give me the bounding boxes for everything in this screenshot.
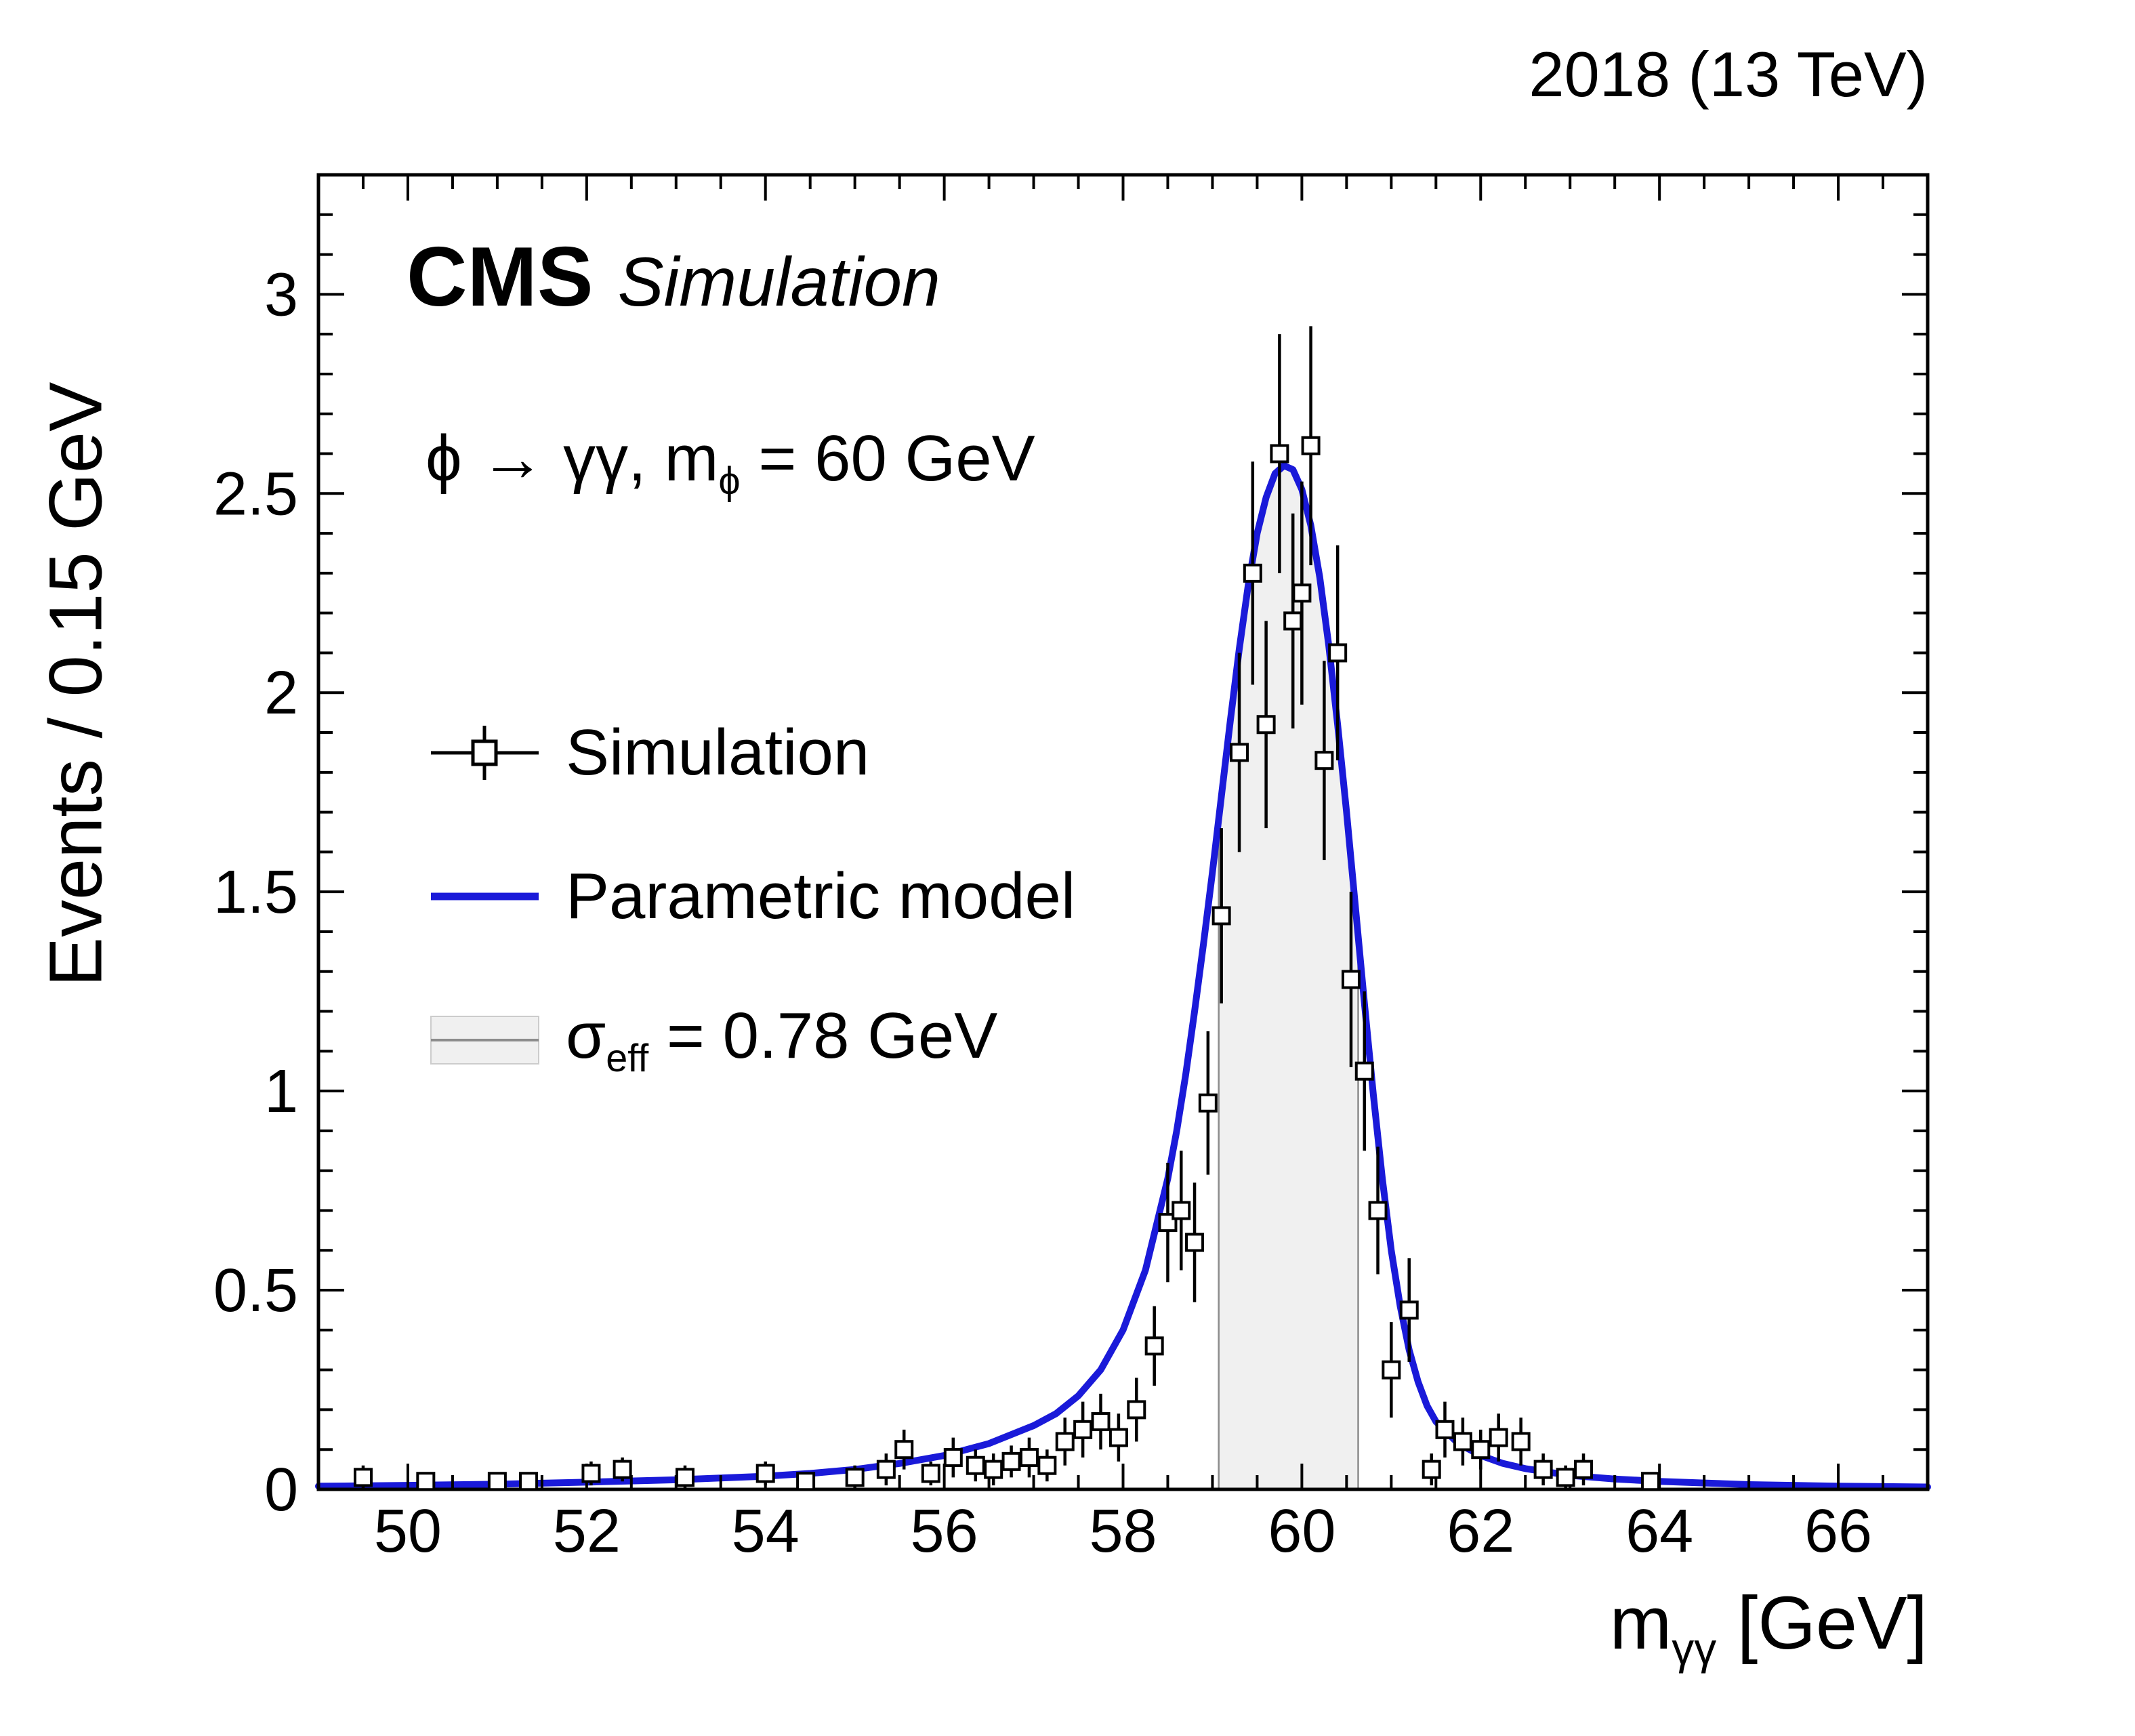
data-marker <box>1127 1400 1146 1420</box>
data-marker <box>755 1464 775 1483</box>
y-tick-label: 0.5 <box>213 1257 298 1325</box>
data-marker <box>1185 1233 1205 1252</box>
data-marker <box>353 1468 373 1487</box>
data-marker <box>894 1440 914 1460</box>
data-marker <box>1172 1201 1191 1220</box>
cms-label: CMS <box>407 230 594 324</box>
data-marker <box>1037 1455 1057 1475</box>
data-marker <box>675 1468 695 1487</box>
data-marker <box>416 1472 436 1491</box>
data-marker <box>1211 906 1231 926</box>
y-tick-label: 2 <box>264 659 298 727</box>
tick-labels: 50 52 54 56 58 60 62 64 66 0 0.5 1 1.5 2 2.5 3 <box>213 261 1872 1565</box>
legend-item-simulation: Simulation <box>426 711 1075 794</box>
y-axis-title: Events / 0.15 GeV <box>34 381 118 987</box>
x-tick-label: 52 <box>553 1497 621 1565</box>
legend-item-parametric-model: Parametric model <box>426 855 1075 938</box>
data-marker <box>921 1464 940 1483</box>
data-marker <box>1471 1440 1491 1460</box>
data-marker <box>1283 611 1303 631</box>
x-axis-title: mγγ [GeV] <box>1609 1582 1928 1674</box>
plot-frame <box>316 173 1930 1491</box>
data-marker <box>1328 643 1348 663</box>
data-marker <box>1533 1460 1553 1479</box>
frame <box>316 173 1930 1491</box>
legend-label-sigma-eff: σeff = 0.78 GeV <box>566 999 998 1081</box>
data-marker <box>1640 1472 1660 1491</box>
data-marker <box>1399 1300 1419 1320</box>
legend-label-simulation: Simulation <box>566 716 870 789</box>
data-marker <box>845 1468 865 1487</box>
data-marker <box>943 1447 963 1467</box>
x-tick-label: 54 <box>732 1497 800 1565</box>
data-marker <box>1256 715 1276 735</box>
data-marker <box>1270 444 1289 463</box>
data-marker <box>1230 743 1249 762</box>
process-annotation: ϕ → γγ, mϕ = 60 GeV <box>426 421 1035 503</box>
axis-ticks <box>318 175 1928 1489</box>
y-tick-label: 1.5 <box>213 859 298 926</box>
x-tick-label: 60 <box>1268 1497 1335 1565</box>
x-tick-label: 66 <box>1804 1497 1872 1565</box>
data-marker <box>796 1472 816 1491</box>
y-tick-label: 0 <box>264 1456 298 1524</box>
cms-simulation-label: Simulation <box>617 243 940 321</box>
model-line-icon <box>431 892 539 901</box>
legend: Simulation Parametric model σeff = 0.78 … <box>426 711 1075 1081</box>
x-tick-label: 62 <box>1447 1497 1514 1565</box>
data-marker <box>1556 1468 1575 1487</box>
data-marker <box>1341 970 1361 989</box>
data-marker <box>581 1464 601 1483</box>
data-points <box>353 326 1660 1491</box>
data-marker <box>1001 1451 1021 1471</box>
data-marker <box>966 1455 985 1475</box>
data-marker <box>1108 1428 1128 1447</box>
data-marker <box>1055 1432 1075 1451</box>
data-marker <box>1091 1412 1111 1432</box>
x-tick-label: 50 <box>374 1497 442 1565</box>
data-marker <box>1301 436 1321 455</box>
data-marker <box>1382 1360 1401 1380</box>
data-marker <box>876 1460 896 1479</box>
data-marker <box>1243 563 1262 583</box>
data-marker <box>1144 1336 1164 1356</box>
legend-item-sigma-eff: σeff = 0.78 GeV <box>426 999 1075 1081</box>
data-marker <box>1368 1201 1388 1220</box>
legend-label-parametric-model: Parametric model <box>566 860 1076 932</box>
data-marker <box>1422 1460 1441 1479</box>
data-marker <box>1292 583 1312 603</box>
data-marker <box>1511 1432 1531 1451</box>
data-marker <box>519 1472 539 1491</box>
data-marker <box>613 1460 632 1479</box>
data-marker <box>1019 1447 1039 1467</box>
data-marker <box>1198 1093 1218 1113</box>
data-marker <box>1435 1420 1455 1439</box>
annotation-pre: ϕ → γγ, m <box>426 422 719 495</box>
sigma-band-icon <box>430 1016 539 1065</box>
data-marker <box>1453 1432 1472 1451</box>
data-marker <box>487 1472 507 1491</box>
data-marker <box>1314 751 1334 770</box>
lumi-label: 2018 (13 TeV) <box>1529 39 1928 110</box>
cms-label-row: CMS Simulation <box>407 229 940 325</box>
data-marker <box>1489 1428 1508 1447</box>
y-tick-label: 2.5 <box>213 460 298 528</box>
data-point-marker-icon <box>431 726 539 780</box>
x-tick-label: 56 <box>911 1497 978 1565</box>
x-tick-label: 64 <box>1625 1497 1693 1565</box>
x-tick-label: 58 <box>1089 1497 1157 1565</box>
annotation-sub: ϕ <box>718 459 741 503</box>
data-marker <box>1073 1420 1093 1439</box>
data-marker <box>1574 1460 1594 1479</box>
data-marker <box>984 1460 1003 1479</box>
y-tick-label: 1 <box>264 1058 298 1125</box>
y-tick-label: 3 <box>264 261 298 329</box>
data-marker <box>1354 1061 1374 1081</box>
annotation-post: = 60 GeV <box>740 422 1035 495</box>
